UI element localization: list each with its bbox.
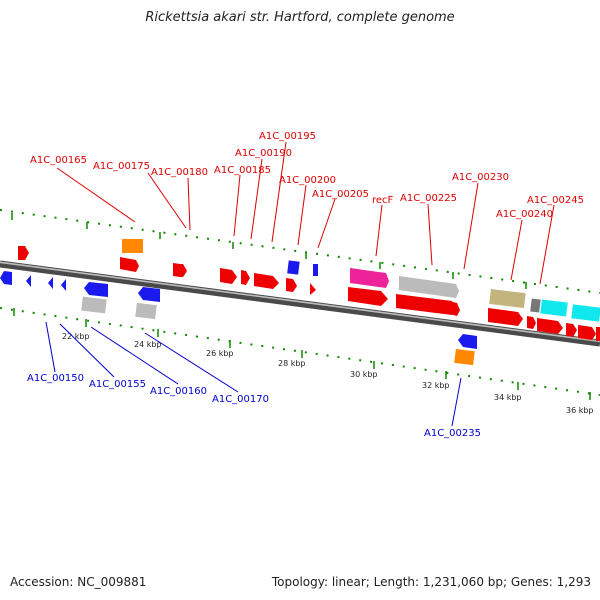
gene-arrow <box>180 264 187 277</box>
gene-label: A1C_00185 <box>214 165 271 176</box>
gene-arrow <box>537 318 563 334</box>
kbp-label: 36 kbp <box>566 406 594 415</box>
gene-arrow <box>138 287 160 302</box>
label-leader-lines <box>45 141 555 427</box>
kbp-label: 26 kbp <box>206 349 234 358</box>
gene-box <box>287 260 300 275</box>
upper-scale-track <box>0 209 600 294</box>
gene-arrow <box>348 287 388 306</box>
kbp-label: 24 kbp <box>134 340 162 349</box>
gene-label: A1C_00160 <box>150 386 207 397</box>
gene-label: A1C_00200 <box>279 175 336 186</box>
gene-label: A1C_00195 <box>259 131 316 142</box>
gene-label: A1C_00190 <box>235 148 292 159</box>
genome-stats: Topology: linear; Length: 1,231,060 bp; … <box>271 575 591 589</box>
gene-box <box>81 296 107 314</box>
gene-arrow <box>120 257 139 272</box>
gene-box <box>489 288 526 309</box>
gene-label: A1C_00165 <box>30 155 87 166</box>
gene-arrow <box>254 273 279 289</box>
gene-label: A1C_00180 <box>151 167 208 178</box>
gene-label: A1C_00205 <box>312 189 369 200</box>
gene-box <box>122 239 143 253</box>
gene-arrow <box>84 282 108 297</box>
lower-scale-track <box>0 307 600 400</box>
gene-box <box>540 299 568 317</box>
gene-label: A1C_00230 <box>452 172 509 183</box>
gene-label: A1C_00225 <box>400 193 457 204</box>
gene-box <box>313 264 318 276</box>
kbp-labels: 22 kbp 24 kbp 26 kbp 28 kbp 30 kbp 32 kb… <box>62 332 594 415</box>
gene-label: A1C_00170 <box>212 394 269 405</box>
gene-label: A1C_00155 <box>89 379 146 390</box>
gene-arrow <box>26 275 31 287</box>
gene-arrow <box>310 283 316 295</box>
gene-arrow <box>399 276 459 298</box>
gene-arrow <box>48 277 53 289</box>
accession-info: Accession: NC_009881 <box>10 575 147 589</box>
kbp-label: 34 kbp <box>494 393 522 402</box>
gene-label: A1C_00245 <box>527 195 584 206</box>
gene-arrow <box>61 279 66 291</box>
gene-arrow <box>488 308 523 326</box>
gene-label: recF <box>372 195 394 206</box>
gene-arrow <box>286 278 297 292</box>
gene-arrow <box>458 334 477 349</box>
gene-box <box>571 304 600 322</box>
gene-box <box>596 327 600 341</box>
gene-arrow <box>350 268 389 288</box>
gene-labels-bottom: A1C_00150 A1C_00155 A1C_00160 A1C_00170 … <box>27 373 481 439</box>
gene-arrow <box>241 270 250 285</box>
gene-features <box>0 239 600 366</box>
kbp-label: 28 kbp <box>278 359 306 368</box>
gene-box <box>135 302 157 320</box>
gene-label: A1C_00150 <box>27 373 84 384</box>
gene-box <box>454 348 475 366</box>
gene-arrow <box>566 323 577 337</box>
gene-label: A1C_00175 <box>93 161 150 172</box>
kbp-label: 30 kbp <box>350 370 378 379</box>
kbp-label: 22 kbp <box>62 332 90 341</box>
genome-backbone <box>0 260 600 347</box>
page-title: Rickettsia akari str. Hartford, complete… <box>145 10 455 25</box>
gene-box <box>530 298 541 313</box>
kbp-label: 32 kbp <box>422 381 450 390</box>
gene-label: A1C_00240 <box>496 209 553 220</box>
gene-arrow <box>220 268 237 284</box>
gene-arrow <box>527 316 536 329</box>
gene-arrow <box>396 294 460 315</box>
gene-arrow <box>0 271 12 285</box>
gene-labels-top: A1C_00165 A1C_00175 A1C_00180 A1C_00185 … <box>30 131 584 220</box>
gene-arrow <box>578 325 596 340</box>
gene-arrow <box>18 246 29 260</box>
gene-arrow <box>453 302 460 316</box>
gene-label: A1C_00235 <box>424 428 481 439</box>
